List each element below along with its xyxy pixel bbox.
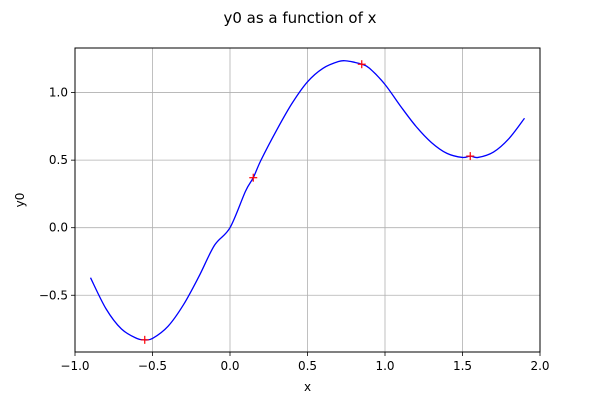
chart-title: y0 as a function of x xyxy=(223,9,376,27)
x-tick-label: −1.0 xyxy=(60,359,89,373)
x-ticks: −1.0 −0.5 0.0 0.5 1.0 1.5 2.0 xyxy=(60,352,550,373)
y-tick-label: −0.5 xyxy=(39,288,68,302)
y-ticks: −0.5 0.0 0.5 1.0 xyxy=(39,86,75,302)
data-point-marker xyxy=(249,173,258,182)
data-point-marker xyxy=(357,60,366,69)
plot-layer xyxy=(89,60,526,344)
grid-layer xyxy=(74,48,541,352)
x-tick-label: −0.5 xyxy=(138,359,167,373)
x-tick-label: 2.0 xyxy=(530,359,549,373)
x-tick-label: 0.5 xyxy=(298,359,317,373)
y-tick-label: 0.0 xyxy=(49,221,68,235)
x-tick-label: 1.0 xyxy=(375,359,394,373)
x-axis-label: x xyxy=(304,380,311,394)
y-tick-label: 1.0 xyxy=(49,86,68,100)
y-tick-label: 0.5 xyxy=(49,153,68,167)
x-tick-label: 1.5 xyxy=(453,359,472,373)
series-line xyxy=(89,60,526,341)
x-tick-label: 0.0 xyxy=(220,359,239,373)
y-axis-label: y0 xyxy=(13,193,27,208)
data-point-marker xyxy=(466,152,475,161)
data-point-marker xyxy=(140,335,149,344)
